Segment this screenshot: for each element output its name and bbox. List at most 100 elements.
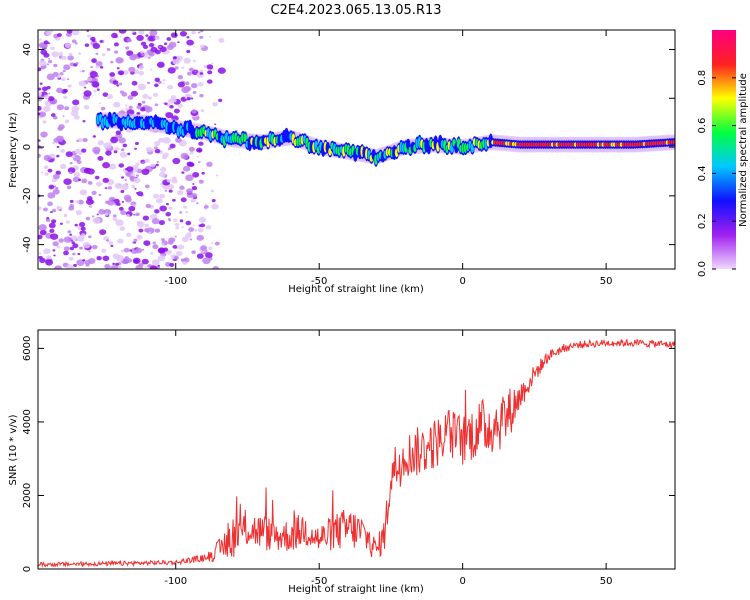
noise-blob (144, 228, 150, 233)
noise-blob (147, 56, 151, 59)
noise-blob (164, 102, 168, 106)
noise-blob (199, 35, 204, 40)
noise-blob (61, 55, 67, 61)
noise-blob (133, 241, 137, 244)
noise-blob (66, 185, 72, 190)
noise-blob (145, 146, 153, 153)
noise-blob (51, 51, 60, 58)
colorbar-tick-label: 0.6 (697, 118, 708, 134)
noise-blob (137, 102, 142, 107)
noise-blob (67, 55, 74, 61)
y-tick-label: 40 (22, 43, 33, 56)
noise-blob (131, 184, 136, 189)
noise-blob (63, 214, 68, 218)
noise-blob (107, 186, 112, 190)
noise-blob (125, 46, 130, 50)
noise-blob (83, 90, 92, 97)
noise-blob (44, 172, 49, 176)
noise-blob (48, 222, 56, 229)
colorbar-ticks: 0.0 0.2 0.4 0.6 0.8 (697, 70, 736, 277)
noise-blob (94, 175, 100, 180)
noise-blob (126, 50, 134, 57)
noise-blob (157, 255, 166, 262)
noise-blob (69, 171, 73, 175)
noise-blob (71, 241, 76, 245)
noise-blob (125, 107, 129, 111)
noise-blob (43, 165, 49, 170)
noise-blob (76, 160, 82, 165)
snr-series-line (38, 338, 675, 568)
noise-blob (154, 209, 160, 214)
noise-blob (136, 34, 144, 42)
noise-blob (97, 140, 104, 146)
noise-blob (130, 172, 135, 177)
noise-blob (168, 206, 173, 211)
noise-blob (160, 238, 165, 242)
noise-blob (96, 255, 102, 261)
noise-blob (58, 138, 64, 143)
noise-blob (154, 228, 161, 233)
noise-blob (174, 66, 179, 70)
noise-blob (186, 71, 192, 76)
noise-blob (89, 205, 93, 208)
noise-blob (39, 252, 42, 255)
noise-blob (75, 200, 80, 204)
noise-blob (116, 67, 120, 70)
noise-blob (114, 182, 123, 189)
noise-blob (107, 199, 115, 206)
noise-blob (93, 89, 97, 93)
noise-blob (174, 222, 180, 227)
noise-blob (182, 260, 188, 265)
noise-blob (108, 241, 114, 245)
noise-blob (205, 252, 213, 259)
noise-blob (116, 202, 121, 206)
noise-blob (92, 244, 98, 250)
noise-blob (128, 205, 136, 212)
noise-blob (144, 265, 147, 269)
noise-blob (52, 208, 57, 213)
noise-blob (151, 218, 160, 225)
noise-blob (156, 61, 165, 68)
noise-blob (121, 200, 125, 203)
noise-blob (95, 181, 103, 187)
noise-blob (91, 215, 95, 218)
noise-blob (211, 203, 219, 210)
noise-blob (121, 108, 124, 111)
noise-blob (156, 198, 163, 204)
noise-blob (141, 53, 145, 57)
noise-blob (153, 92, 159, 97)
noise-blob (45, 218, 51, 223)
noise-blob (38, 206, 42, 211)
chart-title: C2E4.2023.065.13.05.R13 (270, 3, 441, 18)
noise-blob (73, 263, 77, 267)
noise-blob (198, 161, 201, 164)
noise-blob (162, 137, 171, 144)
noise-blob (154, 35, 160, 41)
noise-blob (204, 204, 209, 209)
noise-blob (78, 178, 82, 182)
noise-blob (200, 245, 208, 251)
noise-blob (59, 209, 62, 212)
noise-blob (173, 255, 179, 260)
noise-blob (122, 143, 128, 148)
noise-blob (167, 184, 175, 190)
noise-blob (115, 255, 124, 262)
noise-blob (79, 189, 88, 196)
noise-blob (212, 101, 218, 107)
noise-blob (81, 69, 85, 73)
noise-blob (129, 249, 133, 252)
noise-blob (198, 224, 202, 228)
noise-blob (102, 92, 109, 97)
noise-blob (102, 162, 111, 169)
noise-blob (141, 248, 145, 251)
noise-blob (199, 44, 205, 48)
noise-blob (177, 81, 185, 88)
noise-blob (63, 88, 68, 93)
noise-blob (102, 177, 109, 183)
noise-blob (120, 148, 125, 152)
noise-blob (113, 198, 120, 204)
noise-blob (181, 66, 185, 69)
noise-blob (78, 80, 87, 87)
noise-blob (179, 219, 184, 223)
noise-blob (162, 247, 169, 252)
